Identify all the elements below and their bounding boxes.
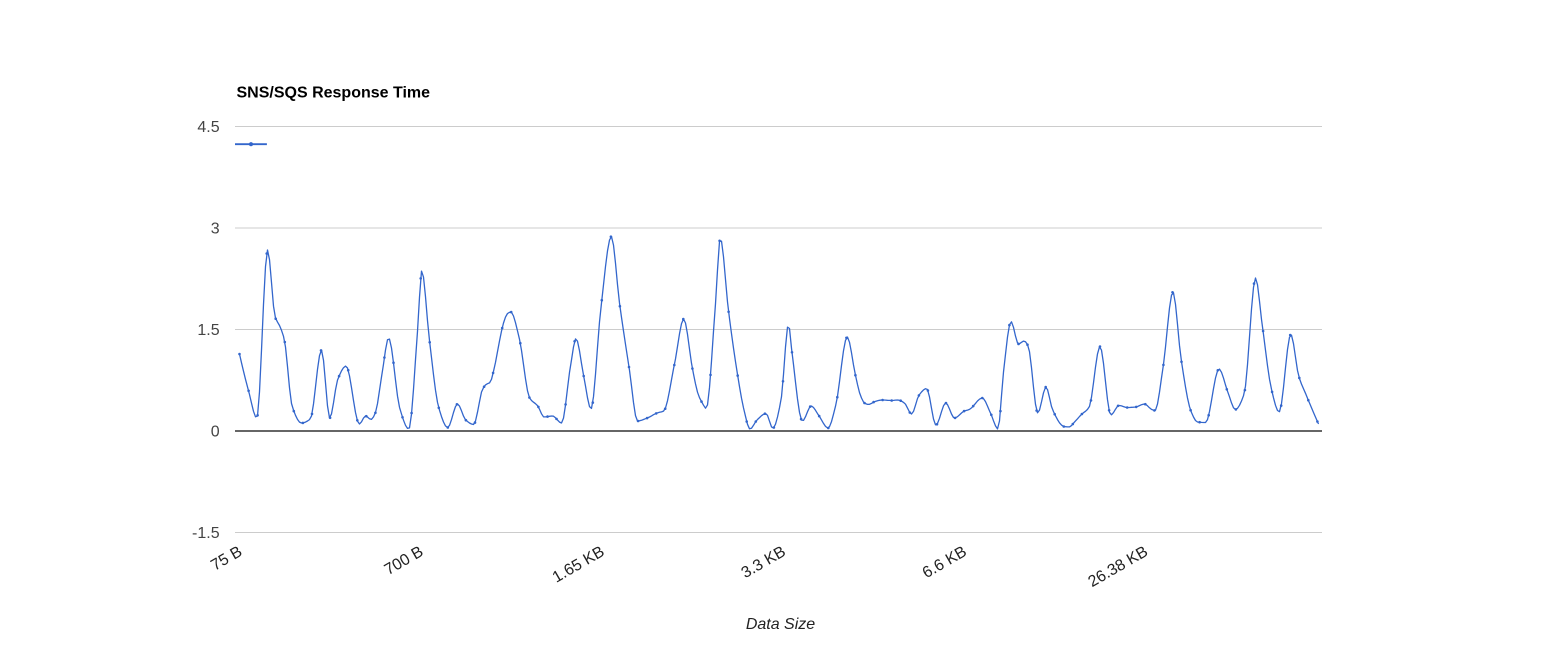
svg-text:1.5: 1.5	[197, 322, 219, 339]
svg-text:0: 0	[211, 424, 220, 441]
svg-text:Data Size: Data Size	[746, 616, 815, 633]
svg-text:-1.5: -1.5	[192, 525, 220, 542]
svg-text:3: 3	[211, 221, 220, 238]
svg-text:SNS/SQS Response Time: SNS/SQS Response Time	[237, 85, 431, 102]
svg-text:4.5: 4.5	[197, 119, 219, 136]
